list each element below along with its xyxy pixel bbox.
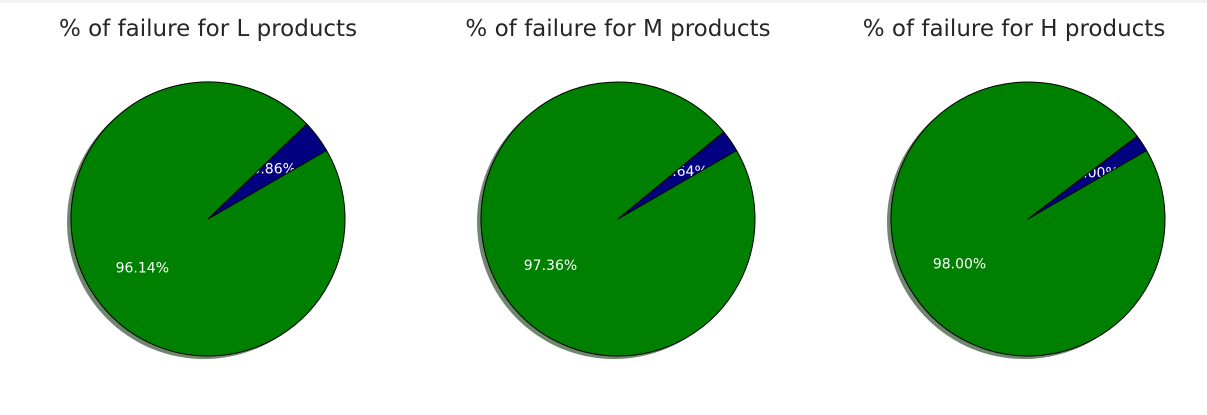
chart-title: % of failure for H products	[862, 16, 1166, 42]
pie-slice-no-failure	[890, 81, 1166, 357]
top-divider	[0, 0, 1207, 3]
pie-slice-no-failure	[70, 81, 346, 357]
pie-panel-m: % of failure for M products 2.64% 97.36%	[410, 0, 826, 415]
pie-slice-no-failure	[480, 81, 756, 357]
pie-slice-label: 97.36%	[524, 258, 577, 274]
chart-title: % of failure for L products	[58, 16, 358, 42]
chart-title: % of failure for M products	[465, 16, 771, 42]
pie-panel-h: % of failure for H products 2.00% 98.00%	[821, 0, 1207, 415]
pie-chart-l: 3.86%96.14%	[67, 81, 346, 359]
pie-slice-label: 96.14%	[116, 260, 169, 276]
pie-panel-l: % of failure for L products 3.86% 96.14%	[0, 0, 416, 415]
pie-slice-label: 98.00%	[933, 256, 986, 272]
pie-chart-m: 2.64%97.36%	[477, 81, 756, 359]
pie-chart-h: 2.00%98.00%	[887, 81, 1166, 359]
